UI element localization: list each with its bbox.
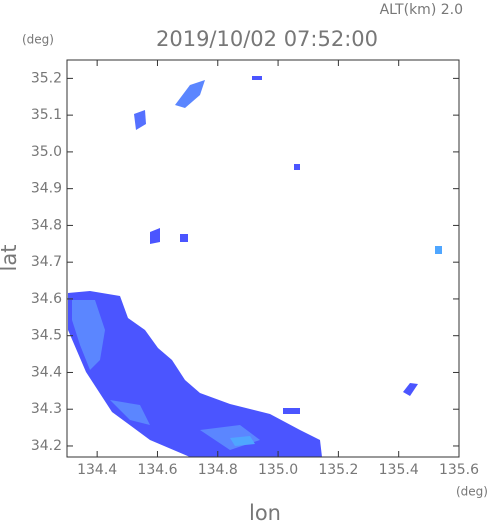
y-label: lat bbox=[0, 245, 21, 272]
y-tick-label: 34.6 bbox=[31, 291, 62, 307]
y-tick-label: 34.9 bbox=[31, 181, 62, 197]
x-tick-label: 135.2 bbox=[318, 462, 358, 478]
y-tick-label: 35.1 bbox=[31, 107, 62, 123]
y-tick-label: 35.0 bbox=[31, 144, 62, 160]
x-unit: (deg) bbox=[456, 485, 488, 499]
y-tick-label: 34.5 bbox=[31, 328, 62, 344]
echoes bbox=[68, 76, 442, 457]
chart-title: 2019/10/02 07:52:00 bbox=[156, 27, 378, 51]
x-tick-label: 134.8 bbox=[198, 462, 238, 478]
y-tick-label: 34.7 bbox=[31, 254, 62, 270]
y-tick-label: 35.2 bbox=[31, 70, 62, 86]
x-tick-label: 134.4 bbox=[77, 462, 117, 478]
y-unit: (deg) bbox=[22, 33, 54, 47]
y-tick-label: 34.4 bbox=[31, 364, 62, 380]
y-tick-label: 34.2 bbox=[31, 438, 62, 454]
x-tick-label: 135.0 bbox=[258, 462, 298, 478]
y-tick-label: 34.3 bbox=[31, 401, 62, 417]
x-tick-label: 134.6 bbox=[137, 462, 177, 478]
subtitle: ALT(km) 2.0 bbox=[380, 2, 463, 18]
y-tick-label: 34.8 bbox=[31, 217, 62, 233]
axes: 134.4 134.6 134.8 135.0 135.2 135.4 135.6 34.2 3… bbox=[31, 60, 479, 478]
x-tick-label: 135.6 bbox=[439, 462, 479, 478]
x-tick-label: 135.4 bbox=[379, 462, 419, 478]
x-label: lon bbox=[249, 501, 281, 521]
plot-frame bbox=[66, 59, 460, 458]
